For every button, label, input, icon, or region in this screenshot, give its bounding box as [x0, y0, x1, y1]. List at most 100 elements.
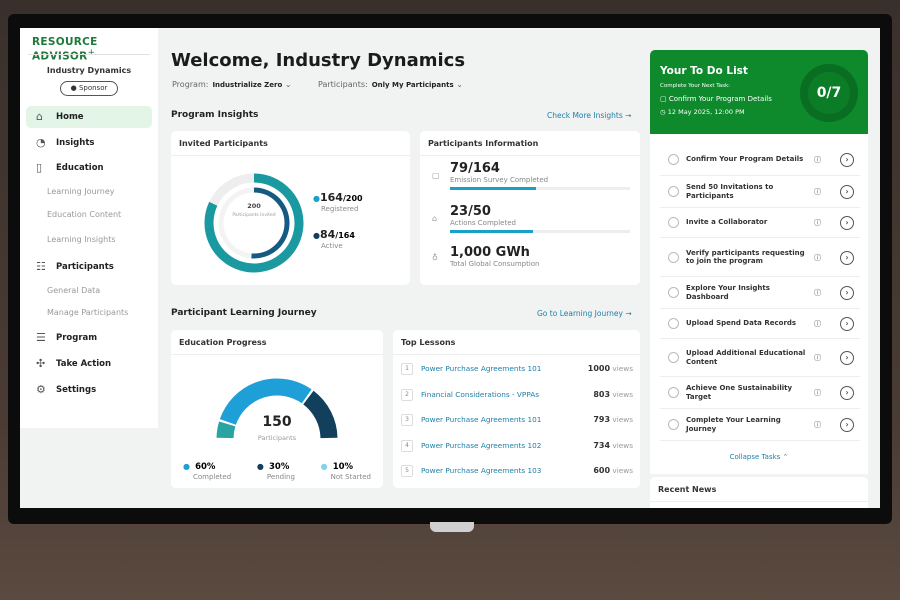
chevron-right-icon[interactable]: ›	[840, 250, 854, 265]
lesson-row[interactable]: 4 Power Purchase Agreements 102 734 views	[401, 437, 633, 457]
sidebar-sub-learning-insights[interactable]: Learning Insights	[47, 235, 116, 244]
task-checkbox[interactable]	[668, 352, 679, 363]
info-icon[interactable]: ⓘ	[814, 389, 821, 397]
lesson-title[interactable]: Power Purchase Agreements 102	[421, 440, 542, 450]
collapse-tasks-button[interactable]: Collapse Tasks ⌃	[729, 453, 789, 461]
bulb-icon: ♁	[432, 253, 438, 262]
lesson-title[interactable]: Power Purchase Agreements 103	[421, 466, 542, 475]
recent-news-card: Recent News	[650, 477, 868, 508]
sidebar-sub-education-content[interactable]: Education Content	[47, 210, 122, 219]
chevron-right-icon[interactable]: ›	[840, 351, 854, 365]
puzzle-icon: ✣	[36, 357, 46, 370]
task-label: Invite a Collaborator	[686, 218, 768, 227]
task-checkbox[interactable]	[668, 154, 679, 165]
task-checkbox[interactable]	[668, 287, 679, 298]
donut-center-label: Participants Invited	[232, 213, 276, 218]
card-title: Top Lessons	[393, 330, 640, 355]
participants-information-card: Participants Information ▢ 79/164 Emission…	[420, 131, 640, 285]
gauge-total-label: Participants	[257, 434, 297, 442]
chevron-right-icon[interactable]: ›	[840, 317, 854, 331]
sidebar: RESOURCE ADVISOR+ Industry Dynamics ● Sp…	[20, 28, 158, 428]
next-task-link[interactable]: ▢ Confirm Your Program Details	[660, 95, 772, 103]
sidebar-sub-manage-participants[interactable]: Manage Participants	[47, 308, 129, 317]
donut-registered-arc	[204, 173, 304, 273]
task-label: Complete Your Learning Journey	[686, 416, 781, 433]
logo: RESOURCE ADVISOR+	[32, 36, 98, 63]
sidebar-item-insights[interactable]: ◔ Insights	[26, 132, 152, 154]
gauge-total: 150	[262, 414, 292, 430]
task-label: Verify participants requesting to join t…	[686, 248, 805, 265]
task-checkbox[interactable]	[668, 217, 679, 228]
todo-task[interactable]: Verify participants requesting to join t…	[660, 238, 860, 277]
lesson-rank: 4	[401, 439, 413, 452]
sidebar-item-home[interactable]: ⌂ Home	[26, 106, 152, 128]
section-program-insights: Program Insights	[171, 110, 259, 120]
chevron-right-icon[interactable]: ›	[840, 185, 854, 199]
lesson-title[interactable]: Financial Considerations - VPPAs	[421, 389, 540, 399]
info-icon[interactable]: ⓘ	[814, 253, 821, 262]
chevron-right-icon[interactable]: ›	[840, 216, 854, 230]
lesson-title[interactable]: Power Purchase Agreements 101	[421, 415, 542, 424]
program-select[interactable]: Program: Industrialize Zero ⌄	[172, 80, 292, 89]
org-name: Industry Dynamics	[46, 66, 132, 75]
todo-task[interactable]: Invite a Collaborator ⓘ ›	[660, 208, 860, 238]
todo-task[interactable]: Explore Your Insights Dashboard ⓘ ›	[660, 277, 860, 309]
sidebar-item-take-action[interactable]: ✣ Take Action	[26, 353, 152, 375]
todo-task[interactable]: Confirm Your Program Details ⓘ ›	[660, 144, 860, 176]
check-more-insights-link[interactable]: Check More Insights →	[547, 111, 632, 120]
todo-task[interactable]: Upload Additional Educational Content ⓘ ›	[660, 339, 860, 377]
list-icon: ☰	[36, 331, 46, 344]
todo-task[interactable]: Complete Your Learning Journey ⓘ ›	[660, 409, 860, 441]
house-icon: ⌂	[432, 214, 438, 223]
todo-list: Confirm Your Program Details ⓘ › Send 50 In…	[650, 134, 868, 474]
task-label: Achieve One Sustainability Target	[686, 384, 793, 401]
chevron-right-icon[interactable]: ›	[840, 153, 854, 167]
task-checkbox[interactable]	[668, 186, 679, 197]
lesson-row[interactable]: 2 Financial Considerations - VPPAs 803 vie…	[401, 386, 633, 406]
lesson-rank: 2	[401, 388, 413, 401]
info-icon[interactable]: ⓘ	[814, 156, 821, 164]
sidebar-item-participants[interactable]: ☷ Participants	[26, 256, 152, 278]
sidebar-sub-learning-journey[interactable]: Learning Journey	[47, 187, 115, 196]
chevron-right-icon[interactable]: ›	[840, 286, 854, 300]
lesson-row[interactable]: 5 Power Purchase Agreements 103 600 views	[401, 462, 633, 482]
chevron-right-icon[interactable]: ›	[840, 386, 854, 400]
sidebar-item-settings[interactable]: ⚙ Settings	[26, 379, 152, 401]
role-badge: ● Sponsor	[60, 81, 118, 96]
gauge-segment	[219, 378, 312, 426]
arrow-right-icon: →	[625, 111, 632, 120]
info-icon[interactable]: ⓘ	[814, 320, 821, 328]
sidebar-item-program[interactable]: ☰ Program	[26, 327, 152, 349]
chevron-right-icon[interactable]: ›	[840, 418, 854, 432]
todo-task[interactable]: Upload Spend Data Records ⓘ ›	[660, 309, 860, 339]
lesson-rank: 1	[401, 363, 413, 375]
participants-select[interactable]: Participants: Only My Participants ⌄	[318, 80, 463, 89]
todo-task[interactable]: Send 50 Invitations to Participants ⓘ ›	[660, 176, 860, 208]
go-to-learning-journey-link[interactable]: Go to Learning Journey →	[537, 309, 632, 318]
lesson-row[interactable]: 1 Power Purchase Agreements 101 1000 views	[401, 360, 633, 380]
clock-icon: ◷	[660, 108, 666, 116]
gauge-segment	[302, 390, 338, 439]
chevron-down-icon: ⌄	[456, 80, 463, 89]
section-learning-journey: Participant Learning Journey	[171, 308, 317, 318]
info-icon[interactable]: ⓘ	[814, 188, 821, 196]
invited-participants-card: Invited Participants 200 Participants In…	[171, 131, 410, 285]
task-checkbox[interactable]	[668, 318, 679, 329]
sidebar-sub-general-data[interactable]: General Data	[47, 286, 101, 295]
donut-center-value: 200	[247, 202, 261, 210]
task-checkbox[interactable]	[668, 251, 679, 263]
todo-task[interactable]: Achieve One Sustainability Target ⓘ ›	[660, 377, 860, 409]
lesson-title[interactable]: Power Purchase Agreements 101	[421, 364, 542, 373]
legend-dot: ●	[320, 462, 328, 471]
info-icon[interactable]: ⓘ	[814, 354, 821, 362]
lesson-row[interactable]: 3 Power Purchase Agreements 101 793 views	[401, 411, 633, 431]
task-checkbox[interactable]	[668, 419, 679, 430]
legend-item: ● 60% Completed	[183, 462, 232, 481]
task-checkbox[interactable]	[668, 387, 679, 398]
info-icon[interactable]: ⓘ	[814, 421, 821, 429]
sidebar-item-education[interactable]: ▯ Education	[26, 157, 152, 179]
task-label: Confirm Your Program Details	[686, 155, 804, 164]
info-icon[interactable]: ⓘ	[814, 219, 821, 227]
info-icon[interactable]: ⓘ	[814, 289, 821, 297]
book-icon: ▯	[36, 161, 43, 174]
